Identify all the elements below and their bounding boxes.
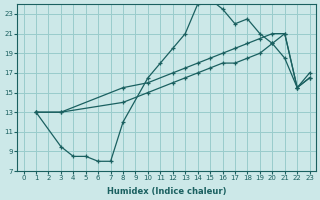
X-axis label: Humidex (Indice chaleur): Humidex (Indice chaleur): [107, 187, 226, 196]
